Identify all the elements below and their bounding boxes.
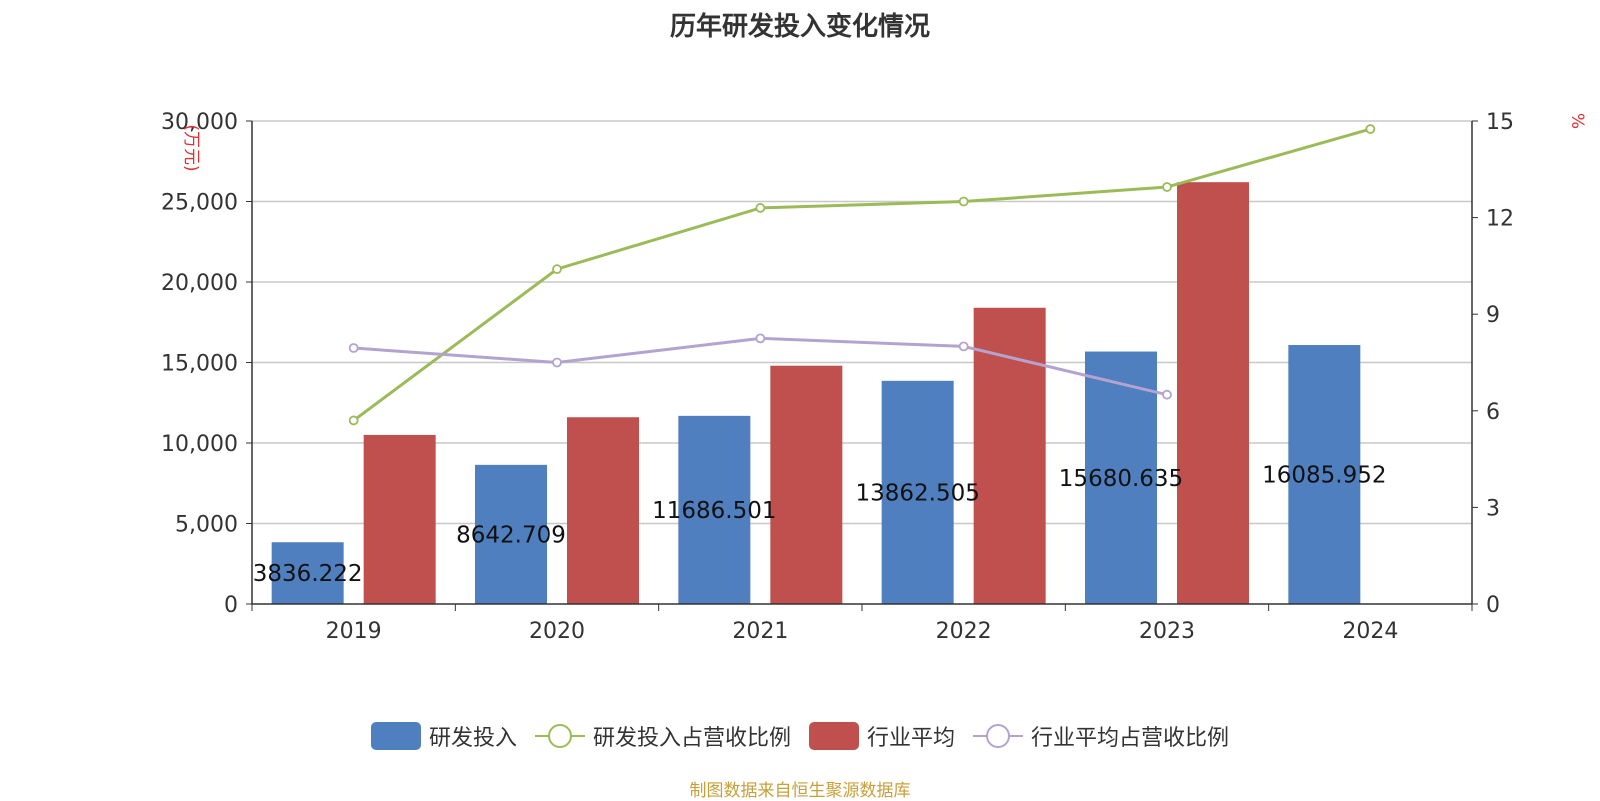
data-label: 16085.952 <box>1262 463 1386 489</box>
left-tick-label: 25,000 <box>161 191 238 216</box>
bar-industry-average[interactable] <box>1177 182 1249 604</box>
bar-industry-average[interactable] <box>363 434 436 604</box>
bar-industry-average[interactable] <box>567 417 639 604</box>
grid-layer <box>252 120 1472 525</box>
data-label: 3836.222 <box>253 561 363 587</box>
right-tick-label: 6 <box>1486 400 1500 425</box>
right-axis-unit: % <box>1567 113 1587 129</box>
point-industry-ratio[interactable] <box>348 343 359 353</box>
bar-rd-investment[interactable] <box>271 542 344 604</box>
point-industry-ratio[interactable] <box>552 357 562 368</box>
x-tick-label: 2023 <box>1139 619 1195 644</box>
bar-rd-investment[interactable] <box>475 464 547 604</box>
bar-rd-investment[interactable] <box>1085 351 1157 604</box>
legend-bar-swatch <box>809 722 859 750</box>
legend-label: 研发投入 <box>428 726 517 751</box>
legend: 研发投入 研发投入占营收比例 行业平均 行业平均占营收比例 <box>0 720 1600 752</box>
line-rd-ratio <box>352 127 1371 422</box>
point-rd-ratio[interactable] <box>552 264 562 275</box>
point-rd-ratio[interactable] <box>1365 124 1376 134</box>
left-tick-label: 10,000 <box>161 432 238 457</box>
legend-label: 研发投入占营收比例 <box>592 726 791 751</box>
point-rd-ratio[interactable] <box>958 196 969 207</box>
legend-item[interactable]: 行业平均占营收比例 <box>973 720 1229 752</box>
legend-label: 行业平均占营收比例 <box>1031 726 1230 751</box>
data-label: 15680.635 <box>1059 466 1183 492</box>
point-rd-ratio[interactable] <box>348 415 359 426</box>
line-layer <box>348 124 1376 426</box>
bar-rd-investment[interactable] <box>881 380 954 604</box>
x-tick-label: 2021 <box>732 619 788 644</box>
data-label-layer: 3836.222 8642.709 11686.501 13862.505 15680.… <box>253 463 1387 588</box>
point-industry-ratio[interactable] <box>755 333 766 344</box>
point-rd-ratio[interactable] <box>755 203 766 213</box>
bar-industry-average[interactable] <box>770 365 843 604</box>
source-note: 制图数据来自恒生聚源数据库 <box>689 781 911 801</box>
right-tick-label: 15 <box>1486 110 1514 135</box>
legend-line-marker <box>547 724 572 748</box>
data-label: 8642.709 <box>456 522 566 548</box>
data-label: 13862.505 <box>855 480 979 506</box>
right-tick-label: 9 <box>1486 303 1500 328</box>
right-tick-label: 3 <box>1486 496 1500 521</box>
left-tick-label: 15,000 <box>161 352 238 377</box>
legend-bar-swatch <box>370 722 421 750</box>
x-tick-label: 2022 <box>936 619 992 644</box>
legend-line-marker <box>986 724 1011 748</box>
point-industry-ratio[interactable] <box>1162 389 1172 400</box>
legend-item[interactable]: 研发投入 <box>370 720 517 752</box>
left-axis-unit: (万元) <box>181 124 201 171</box>
x-tick-label: 2019 <box>326 619 382 644</box>
bar-rd-investment[interactable] <box>1288 345 1361 604</box>
data-label: 11686.501 <box>652 498 776 524</box>
point-industry-ratio[interactable] <box>958 341 969 352</box>
bar-layer <box>271 182 1361 604</box>
bar-rd-investment[interactable] <box>678 415 751 604</box>
x-tick-label: 2020 <box>529 619 585 644</box>
legend-line-swatch <box>534 724 585 748</box>
legend-label: 行业平均 <box>867 726 956 751</box>
right-tick-label: 0 <box>1486 593 1500 618</box>
chart-title: 历年研发投入变化情况 <box>669 12 930 42</box>
point-rd-ratio[interactable] <box>1162 182 1172 192</box>
legend-item[interactable]: 研发投入占营收比例 <box>534 720 791 752</box>
left-tick-label: 0 <box>224 593 238 618</box>
left-tick-label: 30,000 <box>161 110 238 135</box>
x-tick-label: 2024 <box>1342 619 1398 644</box>
legend-item[interactable]: 行业平均 <box>809 720 955 752</box>
right-tick-label: 12 <box>1486 207 1514 232</box>
left-tick-label: 5,000 <box>175 513 238 538</box>
legend-line-swatch <box>973 724 1024 748</box>
axis-layer: 0 5,000 10,000 15,000 20,000 25,000 30,000 0 3 6 9… <box>161 110 1587 644</box>
left-tick-label: 20,000 <box>161 271 238 296</box>
